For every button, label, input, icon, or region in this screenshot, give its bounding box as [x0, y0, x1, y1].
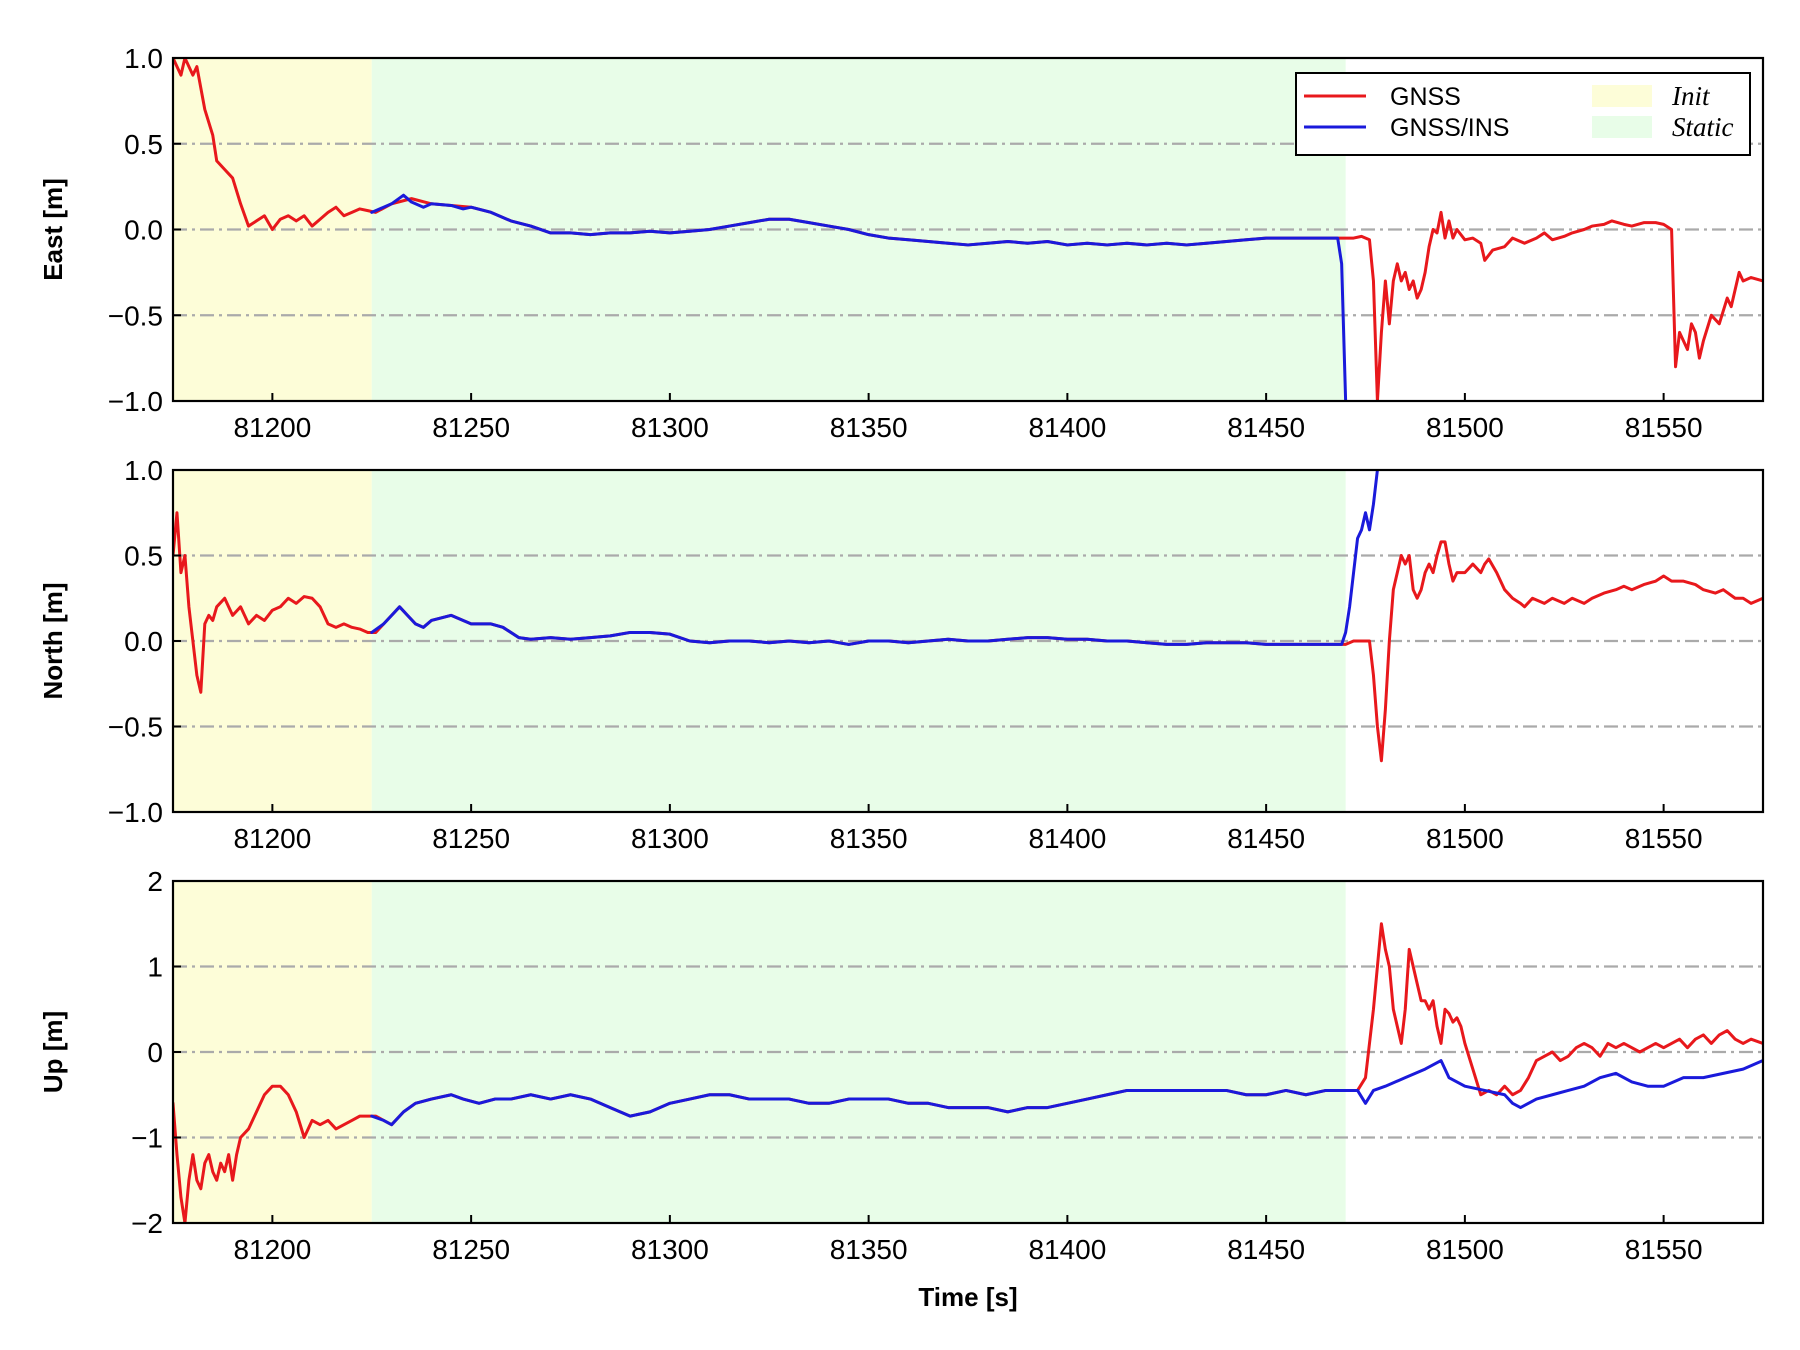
y-tick-label: 1.0: [124, 43, 163, 74]
series-group: [173, 470, 1763, 763]
x-tick-label: 81200: [233, 1234, 311, 1265]
x-tick-label: 81250: [432, 1234, 510, 1265]
x-tick-label: 81400: [1028, 412, 1106, 443]
x-tick-label: 81500: [1426, 1234, 1504, 1265]
y-tick-label: −0.5: [108, 300, 163, 331]
y-axis-label: East [m]: [38, 178, 68, 281]
x-tick-label: 81400: [1028, 823, 1106, 854]
y-tick-label: 0.0: [124, 626, 163, 657]
chart-panel-1: 81200 81250 81300 81350 81400 81450 81500 81550…: [38, 43, 1765, 443]
x-tick-label: 81250: [432, 823, 510, 854]
panels: 81200 81250 81300 81350 81400 81450 81500 81550…: [38, 43, 1765, 1312]
x-tick-label: 81550: [1625, 412, 1703, 443]
x-tick-label: 81550: [1625, 1234, 1703, 1265]
y-tick-label: −2: [131, 1208, 163, 1239]
chart-panel-3: 81200 81250 81300 81350 81400 81450 81500 81550…: [38, 866, 1765, 1312]
y-axis-label: Up [m]: [38, 1011, 68, 1093]
series-line-gnss-ins: [370, 193, 1348, 401]
legend-label-gnss: GNSS: [1390, 83, 1461, 111]
x-tick-label: 81500: [1426, 823, 1504, 854]
x-tick-label: 81550: [1625, 823, 1703, 854]
legend-swatch-init: [1592, 85, 1652, 107]
y-tick-label: 2: [147, 866, 163, 897]
y-tick-label: −1: [131, 1123, 163, 1154]
y-tick-label: −0.5: [108, 712, 163, 743]
y-tick-label: −1.0: [108, 386, 163, 417]
y-tick-label: 0.0: [124, 215, 163, 246]
x-tick-label: 81450: [1227, 412, 1305, 443]
x-tick-label: 81350: [830, 1234, 908, 1265]
x-tick-label: 81300: [631, 412, 709, 443]
legend-label-static: Static: [1672, 112, 1734, 142]
y-axis-label: North [m]: [38, 583, 68, 700]
series-line-gnss-ins: [370, 1059, 1763, 1127]
x-tick-label: 81250: [432, 412, 510, 443]
series-line-gnss-ins: [370, 470, 1379, 646]
x-tick-label: 81300: [631, 1234, 709, 1265]
x-tick-label: 81300: [631, 823, 709, 854]
x-tick-label: 81350: [830, 823, 908, 854]
x-tick-label: 81500: [1426, 412, 1504, 443]
legend-box: [1295, 72, 1751, 156]
x-tick-label: 81350: [830, 412, 908, 443]
chart-panel-2: 81200 81250 81300 81350 81400 81450 81500 81550…: [38, 455, 1765, 854]
x-tick-label: 81200: [233, 412, 311, 443]
legend-swatch-static: [1592, 116, 1652, 138]
series-group: [173, 58, 1763, 401]
y-tick-label: 0: [147, 1037, 163, 1068]
x-axis-label: Time [s]: [918, 1282, 1017, 1312]
y-tick-label: 0.5: [124, 541, 163, 572]
y-tick-label: 1: [147, 952, 163, 983]
x-tick-label: 81450: [1227, 1234, 1305, 1265]
legend-label-init: Init: [1671, 81, 1711, 111]
series-group: [173, 922, 1763, 1223]
y-tick-label: −1.0: [108, 797, 163, 828]
legend-label-gnss-ins: GNSS/INS: [1390, 114, 1509, 142]
y-tick-label: 1.0: [124, 455, 163, 486]
x-tick-label: 81450: [1227, 823, 1305, 854]
x-tick-label: 81400: [1028, 1234, 1106, 1265]
y-tick-label: 0.5: [124, 129, 163, 160]
x-tick-label: 81200: [233, 823, 311, 854]
